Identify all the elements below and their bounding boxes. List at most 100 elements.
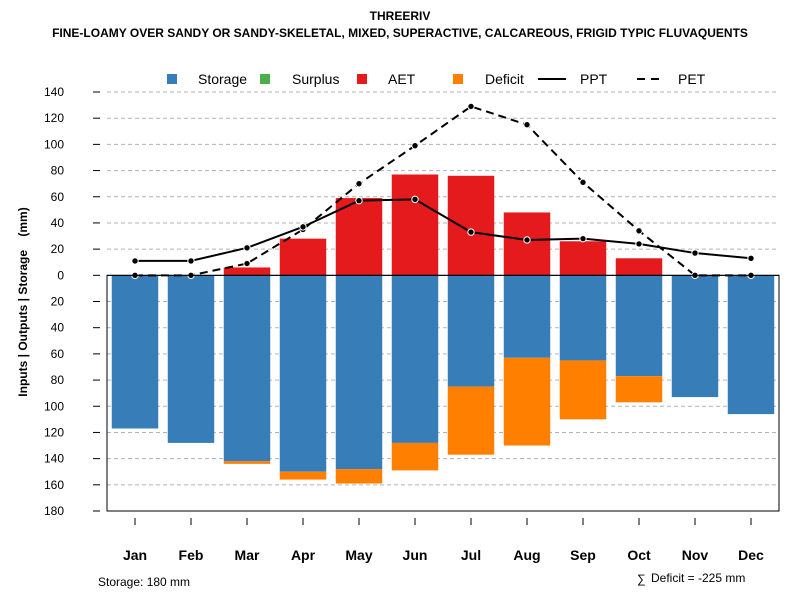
ppt-point [691, 249, 699, 257]
ppt-point [579, 234, 587, 243]
y-tick-label: 60 [51, 347, 65, 361]
aet-bar [335, 198, 383, 276]
y-tick-label: 120 [44, 111, 64, 125]
lines [131, 102, 755, 280]
storage-bar [503, 275, 551, 358]
deficit-footnote: Deficit = -225 mm [651, 571, 745, 585]
legend-surplus-label: Surplus [292, 71, 339, 87]
legend-storage-swatch [167, 74, 177, 84]
ppt-point [131, 257, 139, 265]
pet-point [355, 179, 363, 188]
x-tick-label: Jun [403, 547, 428, 563]
y-tick-label: 180 [44, 504, 64, 518]
legend-surplus-swatch [260, 74, 270, 84]
storage-bar [615, 275, 663, 377]
ppt-point [523, 236, 531, 244]
deficit-bar [447, 386, 495, 455]
aet-bar [503, 212, 551, 276]
chart-title: THREERIV [370, 9, 431, 23]
legend: Storage Surplus AET Deficit PPT PET [167, 71, 706, 87]
legend-ppt-label: PPT [580, 71, 608, 87]
pet-point [411, 141, 419, 150]
ppt-point [187, 257, 195, 265]
pet-point [243, 259, 251, 268]
y-tick-label: 80 [51, 373, 65, 387]
x-tick-label: Oct [627, 547, 651, 563]
ppt-point [355, 196, 363, 205]
legend-storage-label: Storage [198, 71, 247, 87]
pet-point [467, 102, 475, 111]
pet-point [635, 227, 643, 235]
deficit-bar [559, 360, 607, 420]
ppt-point [243, 244, 251, 252]
pet-line [135, 105, 751, 277]
aet-bar [615, 258, 663, 276]
y-tick-label: 100 [44, 137, 64, 151]
aet-bar [447, 175, 495, 276]
y-tick-label: 120 [44, 425, 64, 439]
ppt-point [467, 228, 475, 236]
storage-bar [167, 275, 215, 443]
aet-bar [559, 241, 607, 276]
pet-point [523, 121, 531, 129]
ppt-point [635, 240, 643, 248]
x-axis: Jan Feb Mar Apr May Jun Jul Aug Sep Oct Nov Dec [123, 518, 764, 563]
y-tick-label: 160 [44, 478, 64, 492]
aet-bar [279, 238, 327, 276]
deficit-bar [503, 357, 551, 446]
x-tick-label: Jul [461, 547, 481, 563]
deficit-sum-symbol: ∑ [637, 572, 646, 586]
x-tick-label: Sep [570, 547, 596, 563]
storage-bar [111, 275, 159, 429]
plot-box [106, 274, 780, 512]
deficit-bar [335, 469, 383, 484]
legend-pet-label: PET [678, 71, 706, 87]
ppt-line [135, 198, 752, 262]
x-tick-label: Nov [682, 547, 709, 563]
y-tick-label: 140 [44, 452, 64, 466]
y-tick-label: 60 [51, 190, 65, 204]
y-tick-label: 40 [51, 216, 65, 230]
x-tick-label: Mar [235, 547, 260, 563]
storage-bar [447, 275, 495, 387]
storage-bar [335, 275, 383, 470]
legend-deficit-label: Deficit [485, 71, 524, 87]
y-tick-label: 140 [44, 85, 64, 99]
storage-bar [279, 275, 327, 472]
ppt-point [299, 223, 307, 231]
storage-bar [727, 275, 775, 415]
legend-aet-swatch [357, 74, 367, 84]
legend-deficit-swatch [453, 74, 463, 84]
y-tick-label: 0 [57, 268, 64, 282]
y-tick-label: 100 [44, 399, 64, 413]
y-tick-label: 80 [51, 164, 65, 178]
ppt-point [411, 195, 419, 204]
storage-footnote: Storage: 180 mm [98, 575, 190, 589]
y-axis: 140 120 100 80 60 40 20 0 20 40 60 80 100 120 140 160 18… [44, 85, 100, 518]
deficit-bar [223, 461, 271, 464]
y-tick-label: 40 [51, 321, 65, 335]
bars [111, 174, 775, 484]
deficit-bar [279, 471, 327, 480]
storage-bar [391, 275, 439, 443]
ppt-point [747, 254, 755, 262]
y-axis-label: Inputs | Outputs | Storage (mm) [16, 207, 30, 396]
deficit-bar [391, 442, 439, 471]
storage-bar [223, 275, 271, 462]
x-tick-label: Apr [291, 547, 316, 563]
x-tick-label: May [345, 547, 372, 563]
chart-subtitle: FINE-LOAMY OVER SANDY OR SANDY-SKELETAL,… [52, 26, 748, 40]
x-tick-label: Aug [513, 547, 540, 563]
legend-aet-label: AET [388, 71, 416, 87]
x-tick-label: Jan [123, 547, 147, 563]
y-tick-label: 20 [51, 295, 65, 309]
storage-bar [559, 275, 607, 361]
y-tick-label: 20 [51, 242, 65, 256]
aet-bar [391, 174, 439, 276]
deficit-bar [615, 376, 663, 403]
aet-bar [223, 267, 271, 276]
storage-bar [671, 275, 719, 398]
x-tick-label: Feb [179, 547, 204, 563]
pet-point [579, 178, 587, 187]
